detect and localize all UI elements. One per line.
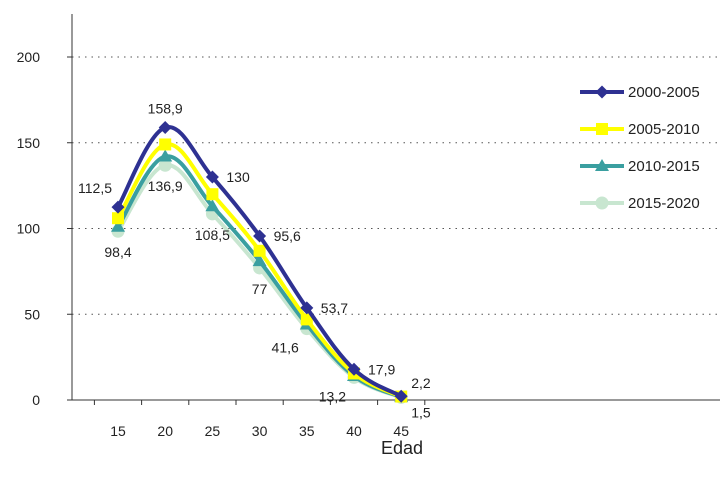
legend-item: 2005-2010 bbox=[580, 121, 700, 138]
y-axis-ticks: 0 50 100 150 200 bbox=[17, 49, 72, 408]
y-tick-label: 150 bbox=[17, 135, 41, 151]
legend-item: 2000-2005 bbox=[580, 84, 700, 101]
legend-item: 2015-2020 bbox=[580, 195, 700, 212]
legend-label: 2000-2005 bbox=[628, 84, 700, 101]
y-tick-label: 200 bbox=[17, 49, 41, 65]
legend-marker-circle bbox=[595, 196, 609, 210]
data-point-triangle bbox=[205, 199, 220, 212]
data-point-diamond bbox=[205, 170, 219, 184]
data-point-diamond bbox=[111, 200, 125, 214]
legend-label: 2010-2015 bbox=[628, 158, 700, 175]
data-label: 158,9 bbox=[148, 100, 183, 116]
legend: 2000-2005 2005-2010 2010-2015 2015-2020 bbox=[580, 84, 700, 212]
y-tick-label: 0 bbox=[32, 392, 40, 408]
data-point-diamond bbox=[347, 362, 361, 376]
data-label: 108,5 bbox=[195, 227, 230, 243]
data-point-square bbox=[112, 212, 124, 225]
data-point-square bbox=[253, 244, 266, 257]
legend-marker-triangle bbox=[595, 159, 609, 171]
data-label: 41,6 bbox=[272, 340, 299, 356]
data-point-diamond bbox=[253, 229, 267, 243]
legend-marker-diamond bbox=[595, 85, 609, 99]
legend-label: 2015-2020 bbox=[628, 195, 700, 212]
x-axis-ticks: 15 20 25 30 35 40 45 bbox=[93, 400, 426, 439]
data-point-diamond bbox=[394, 389, 408, 403]
series-group bbox=[111, 120, 409, 404]
data-labels: 112,5 158,9 130 95,6 53,7 17,9 2,2 98,4 136,9 108… bbox=[78, 100, 431, 420]
x-tick-label: 35 bbox=[299, 423, 315, 439]
data-label: 53,7 bbox=[321, 300, 348, 316]
gridlines bbox=[72, 56, 720, 315]
legend-item: 2010-2015 bbox=[580, 158, 700, 175]
x-axis-title: Edad bbox=[381, 438, 423, 458]
data-label: 95,6 bbox=[274, 228, 301, 244]
axes bbox=[71, 14, 720, 401]
legend-marker-square bbox=[596, 123, 608, 135]
x-tick-label: 30 bbox=[252, 423, 268, 439]
data-point-triangle bbox=[252, 254, 267, 267]
data-label: 130 bbox=[226, 169, 250, 185]
x-tick-label: 45 bbox=[393, 423, 409, 439]
y-tick-label: 100 bbox=[17, 221, 41, 237]
data-label: 136,9 bbox=[148, 178, 183, 194]
x-tick-label: 15 bbox=[110, 423, 126, 439]
y-tick-label: 50 bbox=[24, 306, 40, 322]
data-point-diamond bbox=[158, 120, 172, 134]
data-label: 13,2 bbox=[319, 388, 346, 404]
data-point-triangle bbox=[158, 149, 173, 162]
series-2000-2005 bbox=[111, 120, 408, 403]
legend-label: 2005-2010 bbox=[628, 121, 700, 138]
data-point-square bbox=[300, 313, 313, 326]
data-point-triangle bbox=[111, 219, 125, 232]
x-tick-label: 25 bbox=[205, 423, 221, 439]
data-label: 112,5 bbox=[78, 180, 112, 196]
data-point-square bbox=[159, 138, 172, 151]
x-tick-label: 40 bbox=[346, 423, 362, 439]
x-tick-label: 20 bbox=[157, 423, 173, 439]
data-label: 17,9 bbox=[368, 361, 395, 377]
data-label: 2,2 bbox=[411, 375, 431, 391]
data-label: 1,5 bbox=[411, 404, 431, 420]
data-point-diamond bbox=[300, 301, 314, 315]
data-label: 98,4 bbox=[104, 244, 131, 260]
data-label: 77 bbox=[252, 281, 268, 297]
data-point-square bbox=[206, 188, 219, 201]
data-point-circle bbox=[158, 158, 172, 172]
